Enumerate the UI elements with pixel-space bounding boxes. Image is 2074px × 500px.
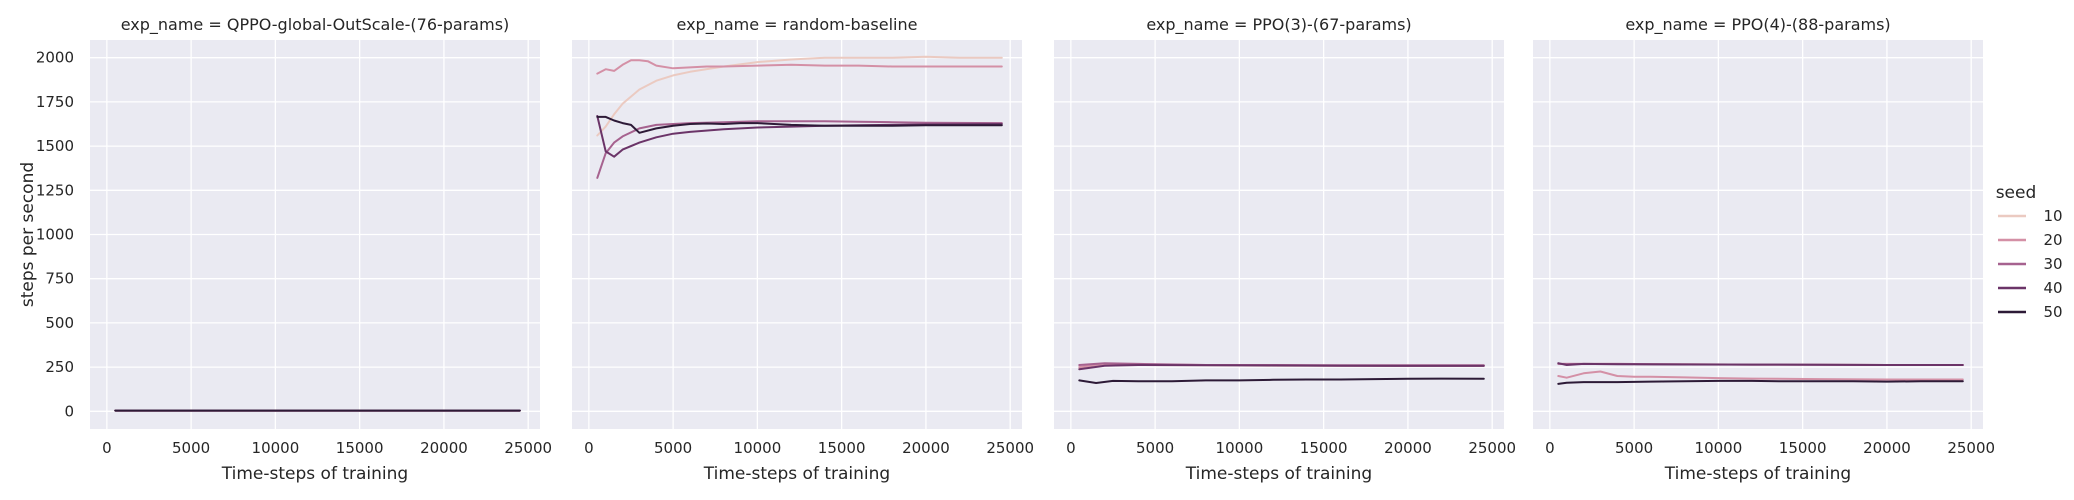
x-tick-label: 25000 (986, 439, 1034, 457)
series-line-seed-20-panel-2 (596, 59, 1003, 75)
y-axis-label: steps per second (18, 162, 38, 307)
series-line-seed-20-panel-4 (1557, 370, 1964, 381)
legend-title: seed (1996, 183, 2037, 203)
x-tick-label: 20000 (902, 439, 950, 457)
y-tick-label: 2000 (36, 49, 74, 67)
y-tick-label: 750 (45, 270, 74, 288)
x-tick-label: 5000 (654, 439, 692, 457)
series-line-seed-50-panel-2 (596, 115, 1003, 134)
panel-title-4: exp_name = PPO(4)-(88-params) (1625, 15, 1890, 35)
x-tick-label: 25000 (504, 439, 552, 457)
x-tick-label: 20000 (420, 439, 468, 457)
x-axis-label: Time-steps of training (1664, 464, 1851, 484)
x-tick-label: 0 (584, 439, 594, 457)
y-tick-label: 500 (45, 314, 74, 332)
x-tick-label: 20000 (1863, 439, 1911, 457)
x-tick-label: 15000 (1300, 439, 1348, 457)
x-axis-label: Time-steps of training (1185, 464, 1372, 484)
x-axis-label: Time-steps of training (221, 464, 408, 484)
series-line-seed-50-panel-4 (1557, 379, 1964, 385)
y-tick-label: 1250 (36, 181, 74, 199)
x-tick-label: 25000 (1947, 439, 1995, 457)
legend-label-seed-20: 20 (2043, 231, 2062, 249)
legend-label-seed-10: 10 (2043, 207, 2062, 225)
panel-title-2: exp_name = random-baseline (677, 15, 918, 35)
x-tick-label: 10000 (1695, 439, 1743, 457)
x-tick-label: 20000 (1384, 439, 1432, 457)
x-tick-label: 10000 (1216, 439, 1264, 457)
x-axis-label: Time-steps of training (703, 464, 890, 484)
x-tick-label: 5000 (1136, 439, 1174, 457)
x-tick-label: 15000 (336, 439, 384, 457)
x-tick-label: 25000 (1468, 439, 1516, 457)
series-line-seed-40-panel-3 (1078, 364, 1485, 371)
panel-title-3: exp_name = PPO(3)-(67-params) (1146, 15, 1411, 35)
y-tick-label: 0 (64, 402, 74, 420)
x-tick-label: 0 (102, 439, 112, 457)
x-tick-label: 0 (1545, 439, 1555, 457)
x-tick-label: 5000 (1615, 439, 1653, 457)
series-line-seed-40-panel-4 (1557, 362, 1964, 366)
legend-label-seed-30: 30 (2043, 255, 2062, 273)
x-tick-label: 10000 (734, 439, 782, 457)
panel-title-1: exp_name = QPPO-global-OutScale-(76-para… (121, 15, 510, 35)
y-tick-label: 1500 (36, 137, 74, 155)
x-tick-label: 0 (1066, 439, 1076, 457)
x-tick-label: 5000 (172, 439, 210, 457)
y-tick-label: 250 (45, 358, 74, 376)
x-tick-label: 15000 (818, 439, 866, 457)
y-tick-label: 1750 (36, 93, 74, 111)
y-tick-label: 1000 (36, 226, 74, 244)
series-line-seed-50-panel-3 (1078, 377, 1485, 384)
legend-label-seed-50: 50 (2043, 303, 2062, 321)
x-tick-label: 15000 (1779, 439, 1827, 457)
x-tick-label: 10000 (252, 439, 300, 457)
legend-label-seed-40: 40 (2043, 279, 2062, 297)
